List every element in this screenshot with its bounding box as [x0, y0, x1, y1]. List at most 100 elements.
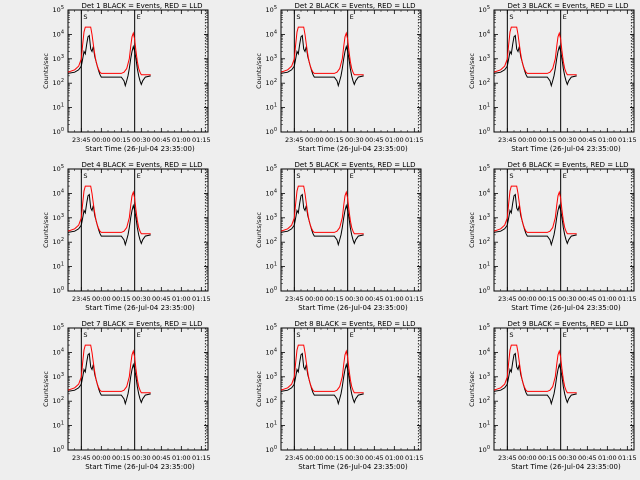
y-tick-label: 101	[479, 103, 490, 112]
x-tick-label: 23:45	[498, 454, 517, 462]
x-tick-label: 01:00	[598, 454, 617, 462]
time-marker-label: E	[563, 13, 567, 21]
y-tick-base: 10	[266, 55, 274, 63]
y-tick-exponent: 2	[487, 237, 490, 243]
y-tick-label: 102	[266, 237, 277, 246]
x-tick-label: 01:00	[172, 136, 191, 144]
x-tick-label: 00:00	[305, 295, 324, 303]
y-tick-base: 10	[479, 128, 487, 136]
x-axis-label: Start Time (26-Jul-04 23:35:00)	[511, 463, 621, 471]
plot-frame	[493, 327, 635, 451]
y-tick-base: 10	[266, 165, 274, 173]
x-tick-label: 00:00	[518, 454, 537, 462]
x-tick-label: 01:15	[192, 454, 211, 462]
plot-frame	[280, 327, 422, 451]
x-tick-label: 01:00	[385, 136, 404, 144]
y-tick-label: 103	[266, 54, 277, 63]
y-tick-label: 102	[266, 396, 277, 405]
y-tick-base: 10	[479, 324, 487, 332]
time-marker-label: S	[509, 13, 513, 21]
y-tick-base: 10	[53, 263, 61, 271]
y-tick-exponent: 4	[61, 29, 64, 35]
y-tick-exponent: 1	[487, 103, 490, 109]
y-tick-exponent: 3	[487, 372, 490, 378]
y-tick-exponent: 5	[61, 164, 64, 170]
y-tick-label: 103	[479, 213, 490, 222]
y-tick-label: 104	[479, 347, 490, 356]
x-tick-label: 01:15	[405, 454, 424, 462]
y-tick-exponent: 2	[61, 78, 64, 84]
y-axis-label: Counts/sec	[255, 53, 263, 89]
y-tick-label: 102	[53, 396, 64, 405]
x-tick-label: 01:00	[598, 295, 617, 303]
y-axis-label: Counts/sec	[468, 212, 476, 248]
y-tick-label: 103	[53, 372, 64, 381]
lld-series-line	[67, 344, 151, 394]
y-tick-label: 105	[266, 5, 277, 14]
y-tick-exponent: 4	[61, 188, 64, 194]
x-tick-label: 23:45	[285, 454, 304, 462]
y-axis-label: Counts/sec	[42, 212, 50, 248]
x-tick-label: 01:15	[405, 295, 424, 303]
x-tick-label: 00:45	[365, 136, 384, 144]
y-tick-base: 10	[266, 30, 274, 38]
x-tick-label: 00:00	[305, 136, 324, 144]
y-tick-base: 10	[266, 446, 274, 454]
y-tick-label: 104	[266, 347, 277, 356]
panel-title: Det 7 BLACK = Events, RED = LLD	[82, 320, 203, 328]
y-tick-exponent: 3	[487, 54, 490, 60]
y-tick-label: 102	[479, 396, 490, 405]
lld-series-line	[67, 26, 151, 76]
y-tick-base: 10	[53, 238, 61, 246]
x-axis-label: Start Time (26-Jul-04 23:35:00)	[298, 145, 408, 153]
y-tick-base: 10	[53, 397, 61, 405]
x-tick-label: 00:15	[325, 454, 344, 462]
y-tick-base: 10	[53, 189, 61, 197]
plot-frame	[493, 9, 635, 133]
y-tick-base: 10	[53, 128, 61, 136]
events-series-line	[280, 34, 364, 88]
y-tick-base: 10	[266, 104, 274, 112]
y-tick-label: 104	[266, 29, 277, 38]
x-tick-label: 01:15	[405, 136, 424, 144]
x-tick-label: 00:30	[558, 136, 577, 144]
y-tick-exponent: 0	[61, 286, 64, 292]
events-series-line	[67, 352, 151, 406]
y-tick-exponent: 2	[274, 237, 277, 243]
lld-series-line	[493, 344, 577, 394]
y-tick-base: 10	[266, 373, 274, 381]
y-tick-label: 100	[266, 286, 277, 295]
x-tick-label: 01:15	[192, 295, 211, 303]
x-tick-label: 00:00	[92, 454, 111, 462]
x-tick-label: 23:45	[72, 136, 91, 144]
x-tick-label: 01:00	[172, 295, 191, 303]
y-tick-base: 10	[479, 104, 487, 112]
y-tick-label: 100	[53, 286, 64, 295]
panel-5: Det 5 BLACK = Events, RED = LLD100101102…	[255, 161, 424, 312]
y-tick-base: 10	[479, 446, 487, 454]
y-tick-label: 100	[479, 445, 490, 454]
y-tick-exponent: 0	[61, 445, 64, 451]
y-tick-label: 105	[53, 323, 64, 332]
y-tick-label: 102	[479, 78, 490, 87]
time-marker-label: E	[563, 331, 567, 339]
y-axis-label: Counts/sec	[255, 371, 263, 407]
panel-3: Det 3 BLACK = Events, RED = LLD100101102…	[468, 2, 637, 153]
y-tick-exponent: 2	[274, 78, 277, 84]
x-tick-label: 23:45	[72, 295, 91, 303]
x-tick-label: 00:45	[578, 454, 597, 462]
plot-frame	[280, 168, 422, 292]
lld-series-line	[493, 26, 577, 76]
x-tick-label: 00:45	[152, 454, 171, 462]
y-tick-label: 105	[53, 5, 64, 14]
y-tick-exponent: 3	[61, 213, 64, 219]
y-tick-label: 101	[266, 421, 277, 430]
y-tick-label: 100	[53, 445, 64, 454]
y-tick-label: 101	[479, 262, 490, 271]
y-tick-label: 101	[53, 262, 64, 271]
x-tick-label: 00:45	[578, 136, 597, 144]
y-axis-label: Counts/sec	[42, 371, 50, 407]
y-tick-exponent: 4	[274, 188, 277, 194]
x-tick-label: 23:45	[498, 295, 517, 303]
x-tick-label: 00:00	[518, 295, 537, 303]
